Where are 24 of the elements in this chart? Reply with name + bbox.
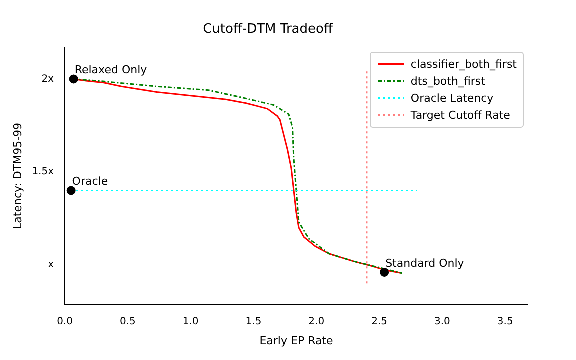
- legend-label: classifier_both_first: [410, 58, 517, 71]
- x-tick-label: 2.0: [308, 316, 325, 328]
- x-tick-label: 1.0: [182, 316, 199, 328]
- x-tick-label: 2.5: [372, 316, 388, 328]
- chart-title: Cutoff-DTM Tradeoff: [203, 22, 334, 38]
- x-tick-label: 0.0: [57, 316, 73, 328]
- y-axis-title: Latency: DTM95-99: [11, 122, 24, 230]
- annotation: Standard Only: [386, 256, 465, 270]
- x-tick-label: 0.5: [120, 316, 136, 328]
- y-tick-label: 2x: [42, 74, 54, 85]
- point: [66, 186, 76, 196]
- point: [69, 74, 78, 84]
- x-tick-label: 3.0: [434, 316, 450, 328]
- y-tick-label: x: [48, 260, 54, 271]
- x-axis-title: Early EP Rate: [260, 334, 334, 348]
- point: [380, 268, 390, 277]
- y-tick-label: 1.5x: [32, 166, 54, 178]
- legend-label: Oracle Latency: [410, 92, 494, 105]
- x-tick-label: 3.5: [497, 316, 514, 328]
- legend-label: Target Cutoff Rate: [410, 108, 510, 122]
- annotation: Relaxed Only: [74, 64, 148, 77]
- x-tick-label: 1.5: [246, 316, 262, 328]
- legend-label: dts_both_first: [410, 74, 486, 88]
- annotation: Oracle: [72, 175, 108, 188]
